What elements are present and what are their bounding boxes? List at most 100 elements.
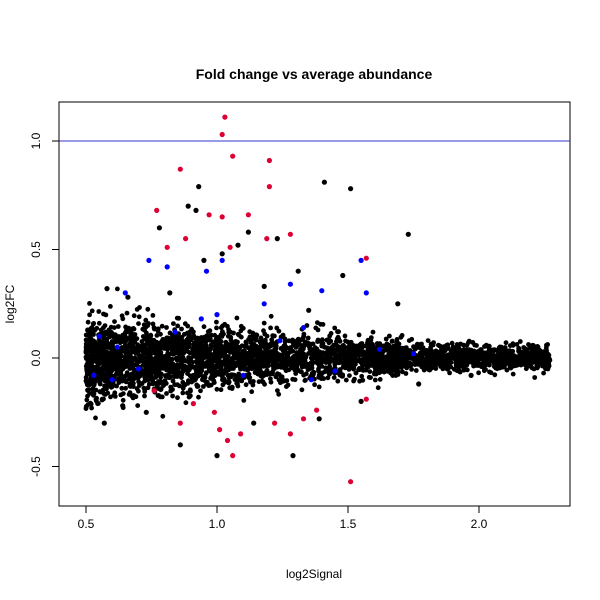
cloud-point [272, 343, 278, 349]
cloud-point [236, 377, 241, 382]
scatter-point [198, 316, 204, 322]
cloud-point [89, 308, 95, 314]
x-tick-label: 0.5 [78, 517, 95, 531]
cloud-point [198, 351, 204, 356]
main-point-cloud [83, 286, 552, 421]
cloud-point [346, 367, 352, 372]
cloud-point [274, 325, 280, 331]
cloud-point [292, 357, 297, 362]
cloud-point [360, 349, 366, 354]
cloud-point [238, 328, 244, 334]
cloud-point [165, 335, 171, 341]
cloud-point [187, 329, 193, 335]
cloud-point [138, 370, 144, 375]
scatter-point [219, 257, 225, 263]
cloud-point [170, 393, 176, 399]
cloud-point [353, 370, 359, 376]
cloud-point [225, 333, 231, 339]
cloud-point [464, 362, 470, 368]
cloud-point [394, 340, 400, 346]
cloud-point [97, 371, 103, 377]
cloud-point [222, 379, 228, 385]
scatter-point [230, 153, 236, 159]
cloud-point [87, 370, 92, 376]
cloud-point [467, 347, 472, 353]
cloud-point [199, 335, 204, 340]
cloud-point [316, 372, 322, 378]
cloud-point [185, 381, 191, 386]
cloud-point [170, 348, 176, 354]
scatter-point [190, 401, 196, 407]
cloud-point [180, 390, 186, 396]
cloud-point [473, 356, 478, 361]
cloud-point [227, 364, 233, 370]
x-axis: 0.5 1.0 1.5 2.0 [78, 505, 488, 531]
cloud-point [126, 325, 132, 331]
cloud-point [483, 367, 488, 372]
cloud-point [165, 345, 170, 350]
cloud-point [129, 371, 135, 377]
cloud-point [85, 327, 90, 333]
cloud-point [136, 348, 142, 354]
cloud-point [91, 391, 97, 397]
scatter-points [91, 114, 553, 485]
cloud-point [413, 368, 419, 373]
cloud-point [174, 357, 180, 363]
cloud-point [385, 358, 391, 363]
cloud-point [142, 386, 148, 392]
cloud-point [199, 343, 205, 349]
cloud-point [168, 338, 173, 344]
cloud-point [223, 366, 229, 372]
scatter-point [363, 290, 369, 296]
cloud-point [198, 388, 203, 394]
cloud-point [390, 351, 396, 357]
cloud-point [146, 321, 151, 326]
cloud-point [336, 336, 342, 342]
cloud-point [173, 364, 178, 370]
cloud-point [328, 331, 334, 336]
cloud-point [210, 339, 216, 345]
cloud-point [383, 336, 389, 342]
cloud-point [186, 336, 192, 341]
cloud-point [87, 312, 92, 318]
cloud-point [126, 376, 132, 382]
cloud-point [106, 364, 112, 370]
cloud-point [203, 346, 209, 352]
cloud-point [128, 349, 134, 355]
cloud-point [211, 380, 217, 385]
cloud-point [332, 358, 338, 363]
cloud-point [185, 344, 191, 350]
cloud-point [123, 362, 129, 368]
scatter-point [358, 257, 364, 263]
cloud-point [191, 349, 197, 355]
cloud-point [172, 374, 177, 380]
cloud-point [112, 358, 118, 363]
cloud-point [156, 393, 162, 398]
cloud-point [94, 398, 99, 404]
cloud-point [387, 364, 393, 370]
cloud-point [272, 366, 277, 371]
cloud-point [191, 341, 197, 347]
cloud-point [331, 342, 337, 348]
cloud-point [218, 387, 224, 393]
cloud-point [93, 415, 98, 421]
cloud-point [106, 369, 112, 374]
scatter-point [203, 268, 210, 274]
cloud-point [432, 352, 437, 358]
cloud-point [451, 366, 457, 372]
cloud-point [373, 356, 379, 361]
scatter-point [224, 437, 231, 444]
scatter-point [358, 398, 364, 404]
scatter-point [154, 207, 160, 213]
scatter-point [196, 184, 202, 190]
cloud-point [353, 348, 358, 354]
cloud-point [119, 345, 125, 350]
scatter-point [104, 286, 110, 292]
cloud-point [193, 364, 199, 370]
scatter-point [290, 453, 296, 459]
cloud-point [220, 374, 225, 380]
cloud-point [339, 373, 345, 379]
cloud-point [287, 357, 293, 362]
cloud-point [228, 337, 234, 343]
scatter-point [183, 236, 189, 242]
